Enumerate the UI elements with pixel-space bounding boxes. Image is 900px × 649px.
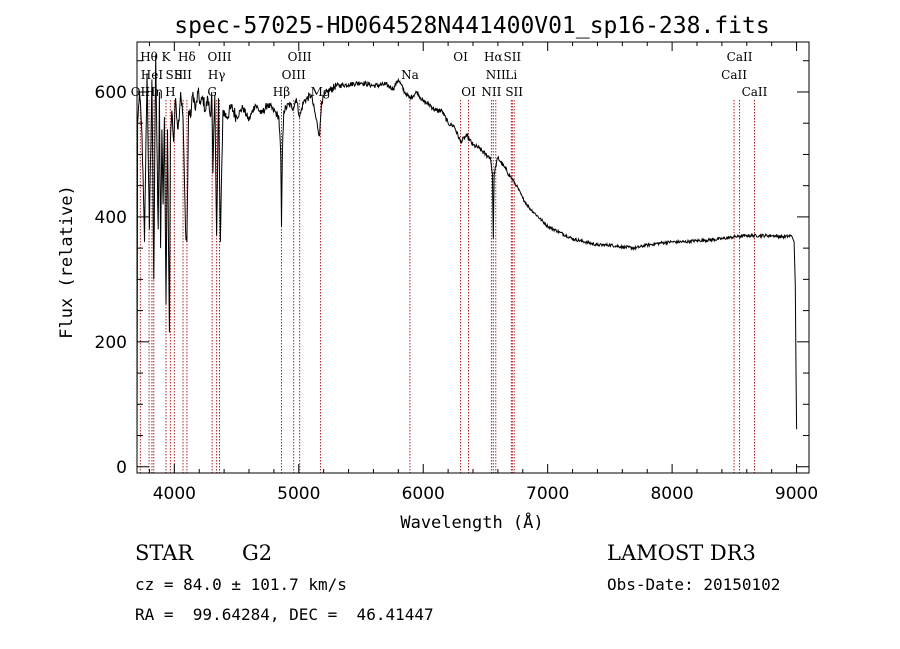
line-label-21: NII xyxy=(486,68,506,82)
line-label-7: Hδ xyxy=(178,50,196,64)
x-tick-label-2: 6000 xyxy=(402,484,445,504)
line-label-6: H xyxy=(165,85,175,99)
line-label-18: OI xyxy=(461,85,476,99)
redshift-line: cz = 84.0 ± 101.7 km/s xyxy=(135,575,347,594)
x-tick-label-0: 4000 xyxy=(153,484,196,504)
line-label-9: OIII xyxy=(207,50,231,64)
class-label: STAR xyxy=(135,541,194,565)
x-tick-label-5: 9000 xyxy=(775,484,818,504)
y-tick-label-3: 600 xyxy=(95,83,127,103)
line-label-23: NII xyxy=(481,85,501,99)
x-tick-label-3: 7000 xyxy=(526,484,569,504)
x-tick-label-1: 5000 xyxy=(277,484,320,504)
line-label-27: CaII xyxy=(742,85,768,99)
line-label-25: CaII xyxy=(727,50,753,64)
ra-dec-line: RA = 99.64284, DEC = 46.41447 xyxy=(135,605,434,624)
spectrum-series xyxy=(136,54,798,464)
x-axis-label: Wavelength (Å) xyxy=(400,511,543,533)
y-axis-label: Flux (relative) xyxy=(57,185,77,339)
x-tick-label-4: 8000 xyxy=(650,484,693,504)
spectrum-line-0 xyxy=(136,54,798,464)
line-label-10: Hγ xyxy=(208,68,226,82)
line-label-20: SII xyxy=(503,50,521,64)
chart-title: spec-57025-HD064528N441400V01_sp16-238.f… xyxy=(174,13,769,39)
line-label-1: Hθ xyxy=(140,50,158,64)
line-label-14: OIII xyxy=(282,68,306,82)
y-tick-label-0: 0 xyxy=(116,458,127,478)
obs-date: Obs-Date: 20150102 xyxy=(607,575,781,594)
line-label-22: Li xyxy=(505,68,517,82)
line-label-8: SII xyxy=(174,68,192,82)
line-label-4: K xyxy=(162,50,172,64)
line-label-5: SII xyxy=(165,68,183,82)
line-label-12: Hβ xyxy=(273,85,290,99)
line-label-26: CaII xyxy=(721,68,747,82)
axis-ticks: 4000 5000 6000 7000 8000 9000 0 200 400 600 xyxy=(95,42,818,504)
subclass-label: G2 xyxy=(242,541,273,565)
line-label-15: Mg xyxy=(311,85,331,99)
plot-frame xyxy=(136,41,810,474)
y-tick-label-1: 200 xyxy=(95,333,127,353)
line-label-13: OIII xyxy=(288,50,312,64)
line-label-16: Na xyxy=(401,68,419,82)
line-label-2: HeI xyxy=(141,68,164,82)
line-label-17: OI xyxy=(453,50,468,64)
line-label-3: Hη xyxy=(145,85,163,99)
y-tick-label-2: 400 xyxy=(95,208,127,228)
survey-label: LAMOST DR3 xyxy=(607,541,756,565)
line-label-24: SII xyxy=(505,85,523,99)
line-label-19: Hα xyxy=(484,50,503,64)
